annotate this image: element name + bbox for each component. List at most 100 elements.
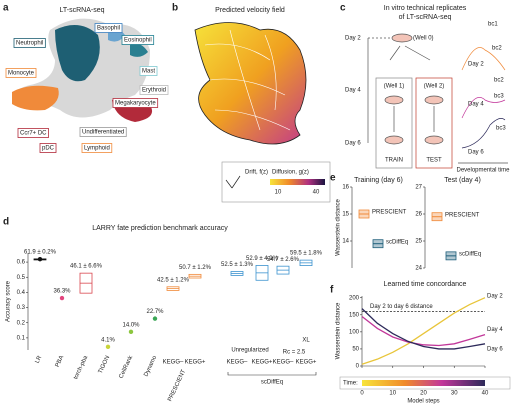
- series-label: Day 4: [487, 327, 503, 333]
- cell-type-label: Megakaryocyte: [115, 101, 156, 107]
- cell-type-box: [13, 38, 46, 48]
- value-label: 59.5 ± 1.8%: [290, 251, 323, 257]
- barcode-label: bc2: [492, 46, 502, 52]
- y-tick-label: 25: [415, 239, 422, 245]
- barcode-label: bc3: [494, 94, 504, 100]
- y-tick-label: 0.2: [17, 320, 26, 326]
- well-label: (Well 0): [413, 36, 434, 42]
- barcode-label: bc3: [496, 126, 506, 132]
- y-tick-label: 0: [356, 364, 360, 370]
- well-label: (Well 1): [384, 84, 405, 90]
- x-tick-label: KEGG–: [163, 360, 184, 366]
- series-label: scDiffEq: [386, 239, 408, 245]
- x-axis-label: Model steps: [407, 399, 439, 405]
- series-label: PRESCIENT: [445, 212, 480, 218]
- chart-title: LARRY fate prediction benchmark accuracy: [92, 225, 228, 232]
- x-tick-label: TIGON: [98, 355, 111, 375]
- line: [361, 315, 486, 347]
- colorbar-label: Time:: [343, 381, 358, 387]
- value-label: 22.7%: [146, 309, 164, 315]
- value-label: 14.0%: [122, 322, 140, 328]
- cell-type-box: [112, 98, 159, 108]
- x-tick-label: KEGG–: [227, 360, 248, 366]
- group-label: Rc = 2.5: [283, 350, 306, 356]
- chart-title: Training (day 6): [354, 177, 403, 184]
- chart-title: Learned time concordance: [384, 281, 467, 288]
- value-label: 52.9 ± 4.9%: [246, 256, 279, 262]
- cell-type-box: [5, 68, 37, 78]
- panel-title: Predicted velocity field: [215, 7, 285, 14]
- x-tick-label: 40: [482, 391, 489, 397]
- group-label: scDiffEq: [261, 380, 283, 386]
- x-tick-label: 30: [451, 391, 458, 397]
- colorbar: [362, 380, 485, 386]
- curve-label: Day 2: [468, 62, 484, 68]
- y-axis-label: Accuracy score: [6, 280, 12, 322]
- axis-label: Developmental time: [456, 168, 510, 174]
- panel-letter: f: [330, 285, 334, 296]
- value-label: 50.7 ± 1.2%: [179, 265, 212, 271]
- barcode-label: bc1: [488, 22, 498, 28]
- point: [59, 295, 65, 301]
- barcode-label: bc2: [494, 78, 504, 84]
- split-label: TEST: [426, 158, 442, 164]
- point: [105, 344, 111, 350]
- x-tick-label: 20: [420, 391, 427, 397]
- point: [37, 257, 43, 262]
- legend-label: Diffusion, g(z): [272, 170, 309, 176]
- bracket: [227, 372, 317, 376]
- velocity-field: [194, 22, 331, 203]
- y-tick-label: 27: [415, 185, 422, 191]
- line: [361, 308, 486, 350]
- x-tick-label: Dynamo: [143, 354, 158, 377]
- value-label: 4.1%: [101, 337, 115, 343]
- x-tick-label: KEGG+: [252, 360, 273, 366]
- legend-label: Drift, f(z): [245, 170, 268, 176]
- x-tick-label: KEGG+: [296, 360, 317, 366]
- y-tick-label: 100: [349, 329, 360, 335]
- series-label: Day 2: [487, 293, 503, 299]
- y-tick-label: 0.1: [17, 335, 26, 341]
- y-axis-label: Wasserstein distance: [336, 198, 342, 255]
- value-label: 36.3%: [53, 289, 71, 295]
- value-label: 61.9 ± 0.2%: [24, 249, 57, 255]
- y-tick-label: 14: [342, 239, 349, 245]
- y-tick-label: 50: [352, 347, 359, 353]
- panel-letter: d: [3, 217, 9, 228]
- y-tick-label: 16: [342, 185, 349, 191]
- group-label: PRESCIENT: [167, 369, 187, 403]
- x-tick-label: PBA: [55, 355, 66, 368]
- chart-title: Test (day 4): [444, 177, 481, 184]
- value-label: 42.5 ± 1.2%: [157, 277, 190, 283]
- cell-type-label: pDC: [42, 146, 55, 152]
- cell-type-box: [79, 127, 127, 137]
- day-label: Day 2: [345, 36, 361, 42]
- cell-type-label: Erythroid: [142, 88, 166, 94]
- cell-type-label: Undifferentiated: [82, 130, 124, 136]
- group-label: Unregularized: [231, 348, 268, 354]
- panel-letter: e: [330, 173, 336, 184]
- annotation: Day 2 to day 6 distance: [370, 304, 433, 310]
- panel-letter: c: [340, 3, 346, 14]
- cell-type-box: [94, 23, 123, 33]
- curve-label: Day 4: [468, 102, 484, 108]
- y-tick-label: 0.3: [17, 305, 26, 311]
- group-label: XL: [302, 338, 310, 344]
- cell-type-box: [139, 85, 169, 95]
- day-label: Day 4: [345, 88, 361, 94]
- split-label: TRAIN: [385, 158, 403, 164]
- cell-type-box: [121, 35, 155, 45]
- x-tick-label: 0: [360, 391, 364, 397]
- y-axis-label: Wasserstein distance: [336, 302, 342, 359]
- curve-label: Day 6: [468, 150, 484, 156]
- cell-type-label: Monocyte: [8, 71, 35, 77]
- panel-title: LT-scRNA-seq: [60, 7, 105, 14]
- panel-letter: b: [172, 3, 178, 14]
- cell-type-label: Neutrophil: [16, 41, 43, 47]
- cell-type-label: Ccr7+ DC: [20, 131, 47, 137]
- cell-type-label: Eosinophil: [124, 38, 152, 44]
- series-label: PRESCIENT: [372, 210, 407, 216]
- cell-type-label: Mast: [142, 69, 155, 75]
- experiment-schematic: [367, 33, 508, 169]
